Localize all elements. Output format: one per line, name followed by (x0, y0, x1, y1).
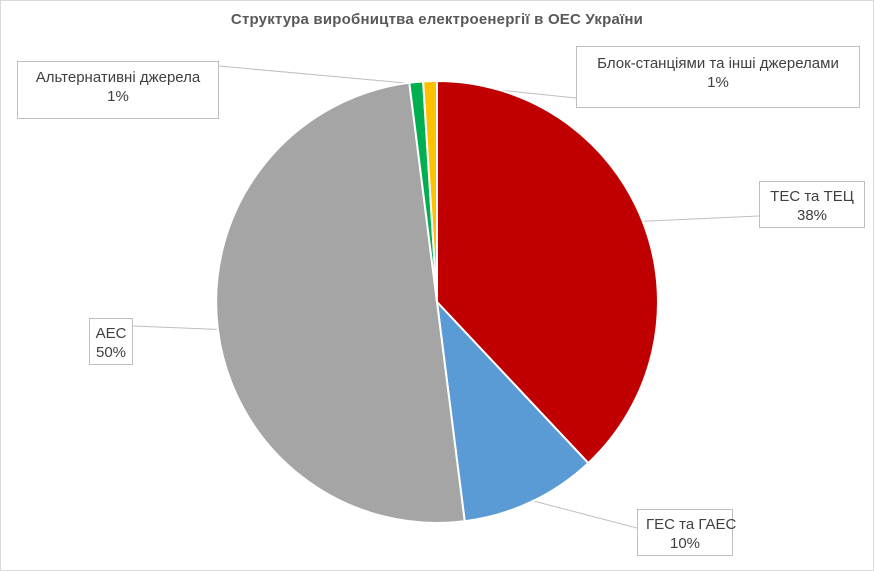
data-label-hes: ГЕС та ГАЕС 10% (637, 509, 737, 556)
chart-title: Структура виробництва електроенергії в О… (230, 11, 644, 28)
data-label-value: 10% (669, 535, 701, 552)
data-label-name: АЕС (95, 325, 127, 342)
data-label-value: 50% (95, 344, 127, 361)
data-label-alternative: Альтернативні джерела 1% (17, 61, 219, 119)
data-label-name: Блок-станціями та інші джерелами (597, 55, 839, 72)
pie-slice (436, 80, 659, 465)
data-label-value: 1% (107, 88, 129, 105)
data-label-name: ТЕС та ТЕЦ (770, 188, 854, 205)
pie-slices (215, 80, 659, 524)
data-label-aes: АЕС 50% (89, 318, 133, 365)
data-label-name: ГЕС та ГАЕС (646, 516, 737, 533)
data-label-name: Альтернативні джерела (35, 69, 201, 86)
leader-line (530, 499, 638, 529)
data-label-value: 38% (796, 207, 828, 224)
data-label-tes: ТЕС та ТЕЦ 38% (759, 181, 865, 228)
pie-slice (436, 301, 590, 523)
leader-line (218, 65, 417, 85)
pie-slice (422, 80, 438, 303)
pie-slice (215, 81, 466, 524)
data-label-value: 1% (707, 74, 729, 91)
leader-line (132, 325, 220, 330)
leader-line (640, 215, 760, 222)
data-label-block-stations: Блок-станціями та інші джерелами 1% (576, 46, 860, 108)
